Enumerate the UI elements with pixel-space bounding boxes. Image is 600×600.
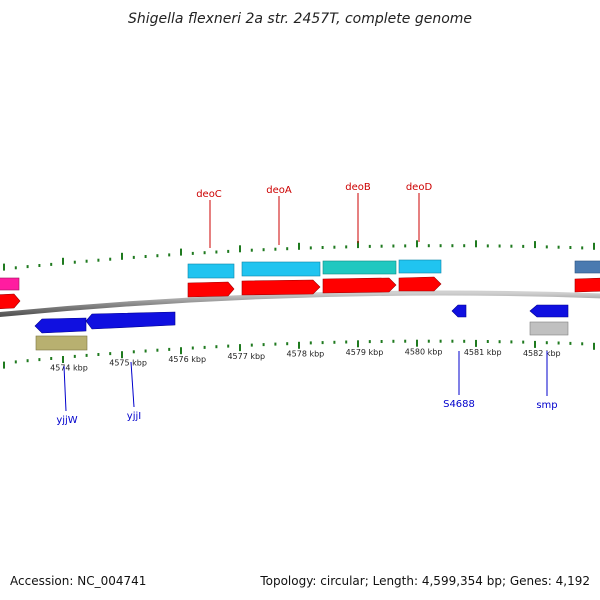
topology-value: circular	[320, 574, 365, 588]
length-label: Length:	[372, 574, 419, 588]
tick-label: 4578 kbp	[287, 350, 325, 359]
tick-label: 4576 kbp	[168, 355, 206, 364]
gene-arrow-deoD[interactable]	[398, 276, 442, 292]
genes-value: 4,192	[555, 574, 590, 588]
feature-bar-cyan[interactable]	[398, 259, 442, 274]
label-leader-line	[63, 365, 67, 412]
gene-arrow-S4688[interactable]	[451, 304, 467, 318]
feature-bar-steel[interactable]	[574, 260, 600, 274]
gene-arrow-deoA[interactable]	[241, 279, 321, 296]
gene-arrow-yjjI[interactable]	[85, 311, 176, 330]
gene-label-deoB[interactable]: deoB	[345, 182, 371, 193]
inner-tick-row	[3, 339, 595, 369]
length-value: 4,599,354 bp	[421, 574, 502, 588]
label-leader-line	[130, 361, 135, 408]
gene-label-deoC[interactable]: deoC	[196, 189, 222, 200]
reverse-gene-row	[34, 304, 569, 334]
genes-label: Genes:	[509, 574, 552, 588]
gene-arrow-smp[interactable]	[529, 304, 569, 318]
gene-arrow-red[interactable]	[574, 277, 600, 293]
gene-label-deoD[interactable]: deoD	[406, 182, 433, 193]
gene-label-yjjI[interactable]: yjjI	[127, 411, 141, 422]
feature-bar-cyan[interactable]	[187, 263, 235, 279]
tick-labels: 4574 kbp 4575 kbp 4576 kbp 4577 kbp 4578 kbp…	[50, 348, 561, 373]
feature-bar-teal[interactable]	[322, 260, 397, 275]
outer-feature-row	[0, 259, 600, 291]
tick-label: 4581 kbp	[464, 348, 502, 357]
genome-backbone	[0, 290, 600, 318]
gene-arrow-deoC[interactable]	[187, 281, 235, 298]
accession-label: Accession:	[10, 574, 74, 588]
tick-label: 4579 kbp	[346, 348, 384, 357]
gene-label-yjjW[interactable]: yjjW	[56, 415, 77, 426]
forward-gene-row	[0, 276, 600, 310]
tick-label: 4580 kbp	[405, 348, 443, 357]
map-title: Shigella flexneri 2a str. 2457T, complet…	[128, 11, 472, 27]
top-gene-labels: deoC deoA deoB deoD	[196, 182, 432, 248]
bottom-gene-labels: yjjW yjjI S4688 smp	[56, 351, 558, 426]
accession-value: NC_004741	[77, 574, 147, 588]
feature-bar-gray[interactable]	[529, 321, 569, 336]
tick-label: 4582 kbp	[523, 349, 561, 358]
gene-label-smp[interactable]: smp	[536, 400, 557, 411]
outer-tick-row	[3, 240, 595, 271]
feature-bar-cyan[interactable]	[241, 261, 321, 277]
genome-stats: Topology: circular; Length: 4,599,354 bp…	[260, 574, 590, 588]
feature-bar-olive[interactable]	[35, 335, 88, 351]
inner-feature-row	[35, 321, 569, 351]
tick-label: 4577 kbp	[227, 352, 265, 361]
accession-info: Accession: NC_004741	[10, 574, 146, 588]
gene-label-deoA[interactable]: deoA	[266, 185, 292, 196]
topology-label: Topology:	[260, 574, 317, 588]
gene-label-S4688[interactable]: S4688	[443, 399, 475, 410]
gene-arrow-deoB[interactable]	[322, 277, 397, 294]
gene-arrow-yjjW[interactable]	[34, 317, 87, 334]
gene-arrow-red[interactable]	[0, 293, 21, 310]
tick-label: 4575 kbp	[109, 359, 147, 368]
tick-label: 4574 kbp	[50, 363, 88, 372]
feature-bar-magenta[interactable]	[0, 277, 20, 291]
